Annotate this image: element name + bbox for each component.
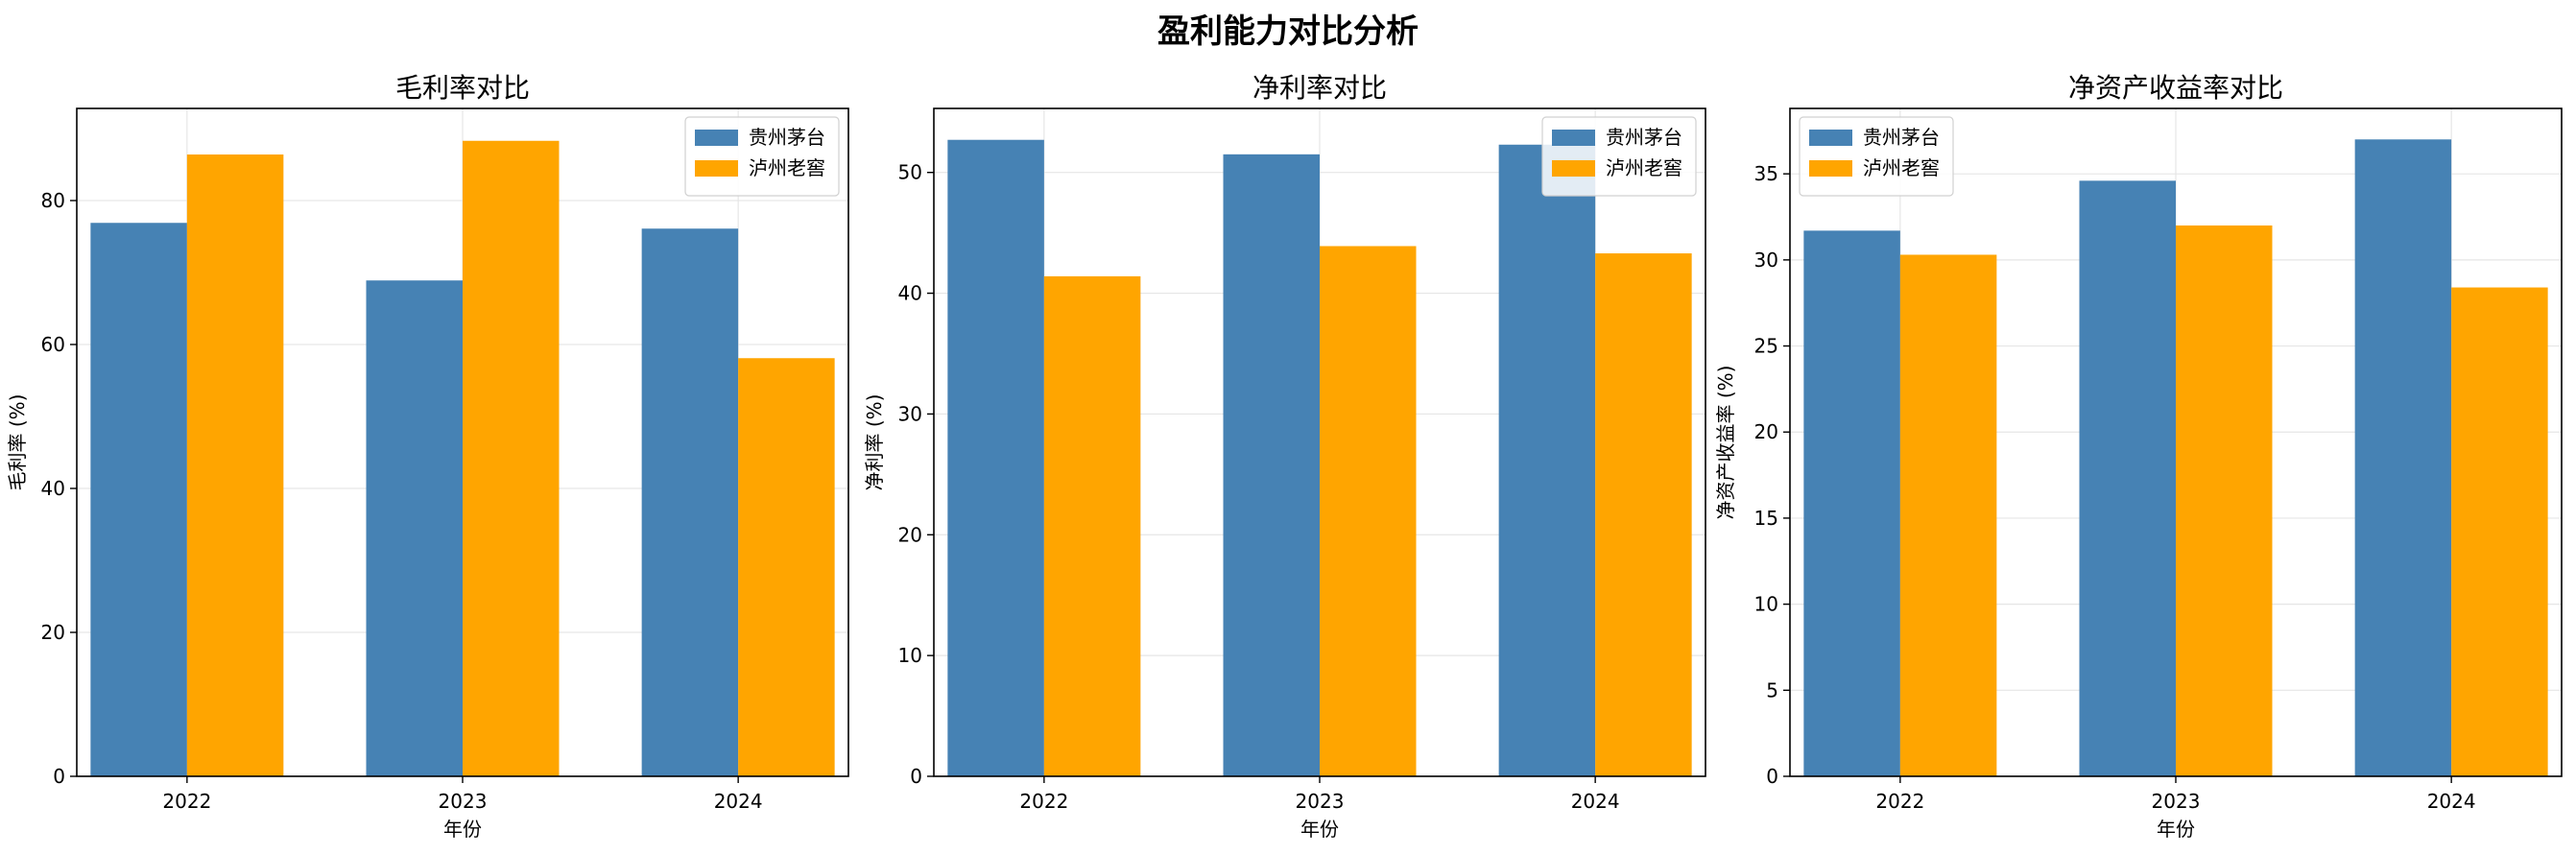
bar-泸州老窖-2022 xyxy=(1043,275,1141,776)
x-tick-label: 2022 xyxy=(1875,790,1924,813)
bar-贵州茅台-2023 xyxy=(1223,154,1320,776)
y-axis-label: 净资产收益率 (%) xyxy=(1714,366,1737,520)
y-tick-label: 0 xyxy=(910,765,922,788)
bar-泸州老窖-2023 xyxy=(2176,225,2273,777)
legend-swatch xyxy=(1809,160,1852,177)
bar-贵州茅台-2022 xyxy=(90,223,187,776)
legend-label: 贵州茅台 xyxy=(1606,126,1682,149)
y-tick-label: 30 xyxy=(898,402,922,425)
bar-贵州茅台-2023 xyxy=(366,280,463,776)
y-tick-label: 0 xyxy=(1766,765,1778,788)
y-tick-label: 80 xyxy=(41,189,65,212)
y-tick-label: 10 xyxy=(1754,593,1778,616)
bar-泸州老窖-2024 xyxy=(2451,287,2548,776)
bar-贵州茅台-2024 xyxy=(641,228,739,776)
legend-swatch xyxy=(1552,130,1595,146)
bar-贵州茅台-2024 xyxy=(2354,139,2452,776)
y-tick-label: 0 xyxy=(53,765,65,788)
x-axis-label: 年份 xyxy=(2157,818,2195,841)
legend-label: 贵州茅台 xyxy=(749,126,825,149)
bar-贵州茅台-2022 xyxy=(1803,230,1900,776)
y-tick-label: 5 xyxy=(1766,678,1778,701)
y-tick-label: 20 xyxy=(898,523,922,546)
bar-泸州老窖-2022 xyxy=(186,154,284,776)
bar-泸州老窖-2023 xyxy=(1320,246,1417,776)
y-axis-label: 毛利率 (%) xyxy=(6,394,29,491)
legend-swatch xyxy=(1552,160,1595,177)
legend-swatch xyxy=(1809,130,1852,146)
legend-label: 贵州茅台 xyxy=(1863,126,1940,149)
chart-title: 毛利率对比 xyxy=(395,72,530,104)
legend-swatch xyxy=(695,130,738,146)
legend-swatch xyxy=(695,160,738,177)
x-tick-label: 2022 xyxy=(1019,790,1068,813)
y-tick-label: 50 xyxy=(898,161,922,184)
x-tick-label: 2024 xyxy=(1571,790,1620,813)
figure-title: 盈利能力对比分析 xyxy=(1157,12,1419,51)
bar-贵州茅台-2022 xyxy=(947,139,1044,776)
chart-title: 净利率对比 xyxy=(1252,72,1387,104)
y-tick-label: 35 xyxy=(1754,162,1778,185)
x-tick-label: 2023 xyxy=(2152,790,2201,813)
legend-label: 泸州老窖 xyxy=(749,156,825,179)
y-tick-label: 20 xyxy=(1754,420,1778,443)
y-tick-label: 30 xyxy=(1754,249,1778,272)
y-tick-label: 10 xyxy=(898,644,922,667)
bar-贵州茅台-2023 xyxy=(2079,180,2176,776)
y-tick-label: 40 xyxy=(898,282,922,305)
y-tick-label: 40 xyxy=(41,477,65,500)
x-tick-label: 2022 xyxy=(162,790,211,813)
x-tick-label: 2023 xyxy=(1296,790,1345,813)
bar-贵州茅台-2024 xyxy=(1498,144,1596,776)
y-tick-label: 15 xyxy=(1754,507,1778,530)
x-tick-label: 2024 xyxy=(714,790,763,813)
bar-泸州老窖-2024 xyxy=(1595,253,1692,776)
y-axis-label: 净利率 (%) xyxy=(863,394,886,491)
chart-title: 净资产收益率对比 xyxy=(2068,72,2283,104)
x-axis-label: 年份 xyxy=(443,818,482,841)
legend-label: 泸州老窖 xyxy=(1863,156,1940,179)
x-tick-label: 2023 xyxy=(439,790,488,813)
y-tick-label: 60 xyxy=(41,333,65,356)
x-tick-label: 2024 xyxy=(2427,790,2476,813)
bar-泸州老窖-2024 xyxy=(738,358,835,776)
x-axis-label: 年份 xyxy=(1300,818,1339,841)
y-tick-label: 20 xyxy=(41,621,65,644)
bar-泸州老窖-2022 xyxy=(1899,254,1997,776)
legend-label: 泸州老窖 xyxy=(1606,156,1682,179)
y-tick-label: 25 xyxy=(1754,335,1778,358)
bar-泸州老窖-2023 xyxy=(463,140,560,776)
